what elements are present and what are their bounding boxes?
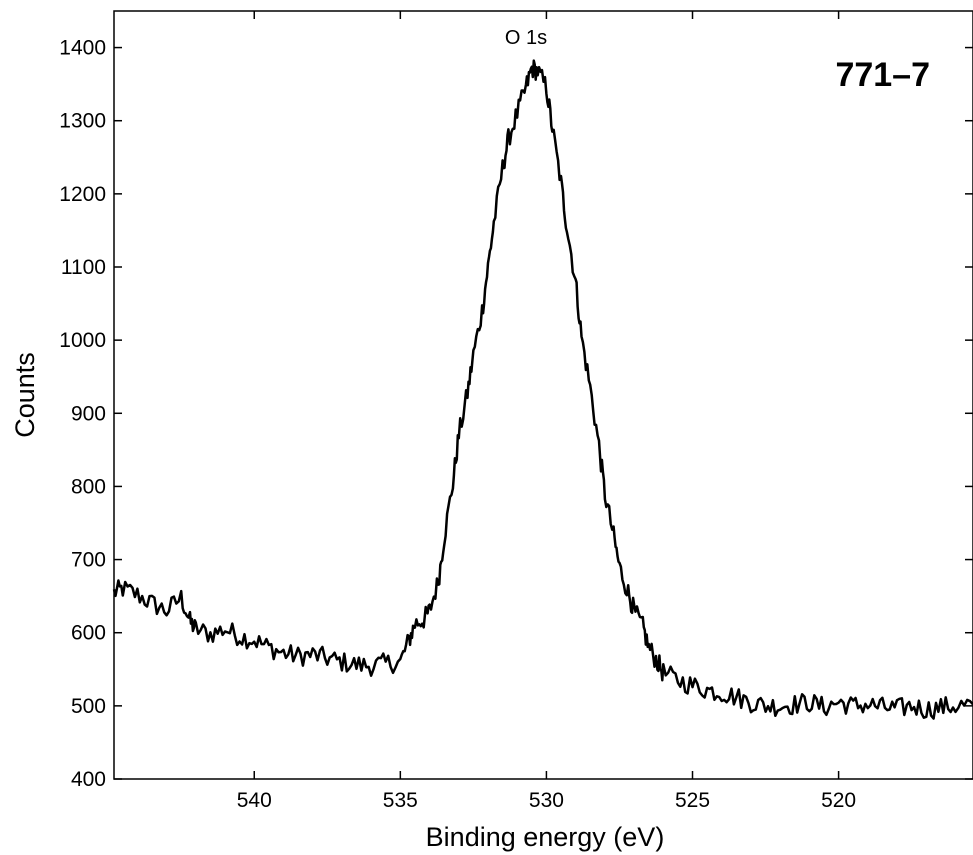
y-tick-label: 1200: [59, 183, 106, 206]
y-tick-label: 1400: [59, 37, 106, 60]
y-tick-label: 1000: [59, 329, 106, 352]
y-tick-label: 900: [71, 402, 106, 425]
x-tick-label: 535: [383, 789, 418, 812]
x-axis-ticks: 540 535 530 525 520: [237, 11, 856, 812]
x-axis-label: Binding energy (eV): [426, 822, 665, 852]
x-tick-label: 530: [529, 789, 564, 812]
y-tick-label: 600: [71, 622, 106, 645]
y-tick-label: 500: [71, 695, 106, 718]
peak-annotation: O 1s: [505, 27, 547, 49]
y-tick-label: 1100: [61, 256, 106, 279]
x-tick-label: 520: [821, 789, 856, 812]
y-tick-label: 800: [71, 475, 106, 498]
x-tick-label: 540: [237, 789, 272, 812]
y-tick-label: 400: [71, 768, 106, 791]
y-tick-label: 1300: [59, 110, 106, 133]
sample-label: 771–7: [835, 56, 930, 94]
y-tick-label: 700: [71, 549, 106, 572]
plot-area-frame: [113, 10, 973, 780]
y-axis-ticks: 400 500 600 700 800 900 1000 1100 1200 1300 1400: [59, 37, 973, 791]
y-axis-label: Counts: [10, 352, 40, 438]
series-line: [112, 59, 973, 720]
x-tick-label: 525: [675, 789, 710, 812]
